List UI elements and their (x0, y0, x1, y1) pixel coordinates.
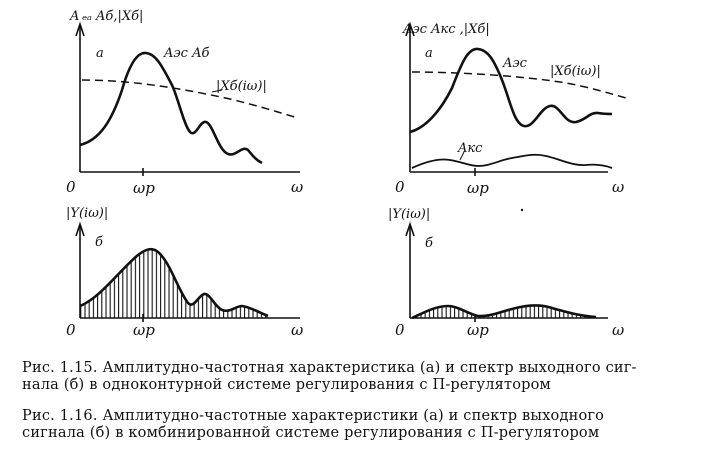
leader-aks (459, 151, 465, 161)
y-axis-label: Aэс Aкс ,|Xб| (402, 22, 490, 37)
origin-label: 0 (395, 321, 405, 339)
panel-115-a: A ₑₐ Aб,|Xб| a 0 ω ωр Aэс Aб |Xб(iω)| (66, 9, 303, 197)
caption-fig-1-16: Рис. 1.16. Амплитудно-частотные характер… (22, 408, 692, 442)
curve-label-aks: Aкс (457, 141, 483, 156)
y-axis-arrow (405, 221, 415, 237)
panel-letter: a (96, 46, 104, 61)
panel-115-b: |Y(iω)| б 0 ω ωр (66, 206, 303, 339)
curve-xb (81, 79, 299, 119)
curve-label-xb: |Xб(iω)| (550, 64, 601, 79)
y-axis-label: |Y(iω)| (388, 207, 430, 222)
caption-line: Рис. 1.16. Амплитудно-частотные характер… (22, 408, 605, 424)
curve-a-ks (411, 153, 613, 169)
x-tick-label: ωр (467, 179, 489, 197)
curve-label-aes: Aэс Aб (163, 46, 209, 61)
caption-line: сигнала (б) в комбинированной системе ре… (22, 425, 600, 441)
spectrum-curve (411, 304, 597, 320)
y-axis-arrow (405, 21, 415, 37)
origin-label: 0 (395, 178, 405, 196)
leader-xb (211, 89, 223, 93)
panel-116-a: Aэс Aкс ,|Xб| a 0 ω ωр Aэс |Xб(iω)| Aкс (395, 21, 627, 197)
y-axis-label: |Y(iω)| (66, 206, 108, 221)
panel-letter: б (425, 236, 433, 251)
panel-letter: б (95, 235, 103, 250)
figure-panels: A ₑₐ Aб,|Xб| a 0 ω ωр Aэс Aб |Xб(iω)| |Y… (66, 9, 627, 339)
x-axis-label: ω (291, 321, 303, 339)
curve-label-xb: |Xб(iω)| (216, 79, 267, 94)
panel-116-b: |Y(iω)| б 0 ω ωр (388, 207, 624, 339)
origin-label: 0 (66, 178, 76, 196)
caption-fig-1-15: Рис. 1.15. Амплитудно-частотная характер… (22, 360, 692, 394)
curve-a-es (79, 51, 263, 165)
curve-label-aes: Aэс (502, 56, 528, 71)
y-axis-label: A ₑₐ Aб,|Xб| (69, 9, 143, 24)
x-tick-label: ωр (467, 321, 489, 339)
curve-a-es (409, 47, 613, 134)
y-axis-arrow (75, 221, 85, 237)
x-axis-label: ω (291, 178, 303, 196)
x-tick-label: ωр (133, 321, 155, 339)
spectrum-curve (79, 247, 269, 318)
caption-line: нала (б) в одноконтурной системе регулир… (22, 377, 552, 393)
x-tick-label: ωр (133, 179, 155, 197)
panel-letter: a (425, 46, 433, 61)
x-axis-label: ω (612, 321, 624, 339)
y-axis-arrow (75, 21, 85, 37)
origin-label: 0 (66, 321, 76, 339)
speck-dot (520, 208, 524, 212)
caption-line: Рис. 1.15. Амплитудно-частотная характер… (22, 360, 637, 376)
x-axis-label: ω (612, 178, 624, 196)
